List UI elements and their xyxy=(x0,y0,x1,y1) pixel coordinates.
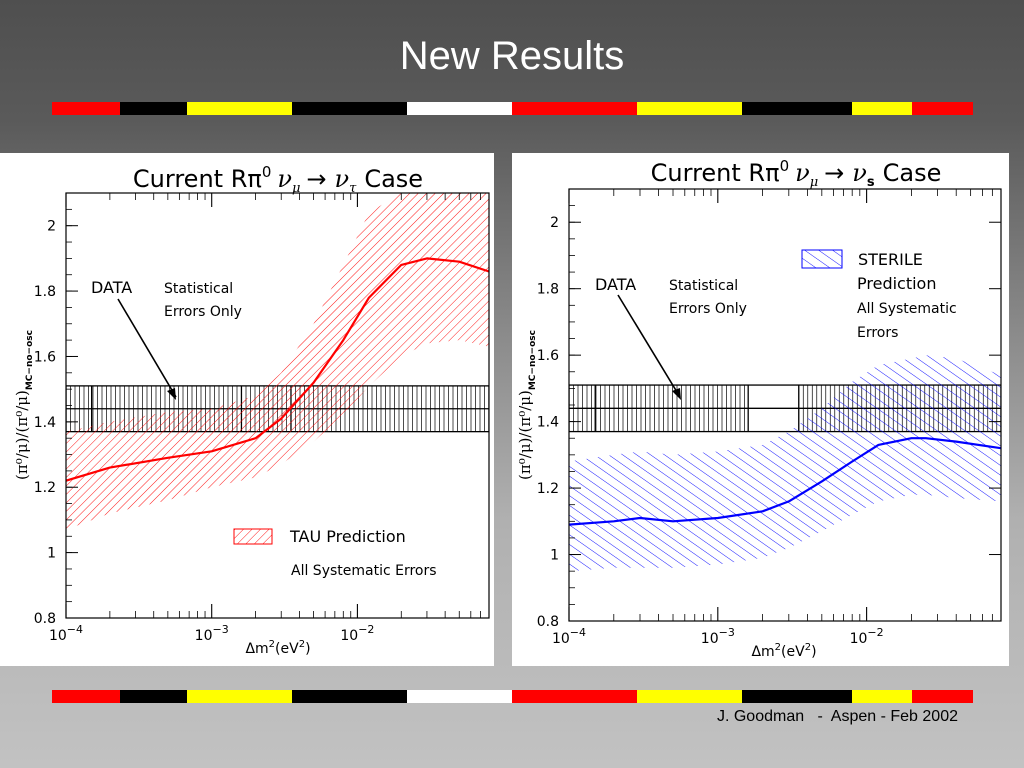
y-tick-label: 1.8 xyxy=(537,282,559,298)
data-arrowhead xyxy=(167,388,176,400)
x-tick-label: 10−2 xyxy=(850,626,884,647)
data-note-line-1: Statistical xyxy=(669,278,738,294)
y-tick-label: 1.2 xyxy=(34,480,56,496)
stripe-segment xyxy=(512,102,637,115)
chart-panel-sterile: Current Rπ0 νμ → νs Case 0.8 1 1.2 1.4 1.6 1.8 2 10… xyxy=(512,153,1009,666)
legend-note-line-2: Errors xyxy=(857,325,898,341)
legend-label-line-2: Prediction xyxy=(857,274,936,293)
stripe-segment xyxy=(742,102,852,115)
axes: 0.8 1 1.2 1.4 1.6 1.8 2 10−4 10−3 10−2 xyxy=(34,192,490,644)
footer-credit: J. Goodman - Aspen - Feb 2002 xyxy=(716,708,958,725)
y-tick-label: 1.4 xyxy=(537,415,559,431)
data-band-box xyxy=(569,384,1001,433)
stripe-segment xyxy=(187,690,292,703)
x-tick-label: 10−4 xyxy=(49,623,83,644)
prediction-band xyxy=(66,193,489,530)
legend-label-line-1: STERILE xyxy=(858,250,923,269)
x-axis-label: Δm2(eV2) xyxy=(751,642,816,660)
chart-title: Current Rπ0 νμ → νs Case xyxy=(651,157,942,190)
data-label: DATA xyxy=(595,275,636,294)
y-tick-label: 1.2 xyxy=(537,481,559,497)
tau-chart: Current Rπ0 νμ → ντ Case 0.8 1 1.2 1.4 1.6 1.8 2 10… xyxy=(13,163,490,657)
prediction-band xyxy=(569,355,1001,572)
data-label: DATA xyxy=(91,278,132,297)
y-tick-label: 1.4 xyxy=(34,415,56,431)
y-axis-label: (π⁰/μ)/(π⁰/μ)MC−no−osc xyxy=(516,330,538,480)
stripe-segment xyxy=(637,102,742,115)
stripe-segment xyxy=(637,690,742,703)
stripe-segment xyxy=(852,690,912,703)
sterile-chart: Current Rπ0 νμ → νs Case 0.8 1 1.2 1.4 1.6 1.8 2 10… xyxy=(516,157,1002,660)
y-tick-label: 2 xyxy=(550,215,559,231)
slide-title: New Results xyxy=(399,34,625,78)
data-arrow xyxy=(617,294,681,398)
data-note-line-2: Errors Only xyxy=(164,304,242,320)
x-axis-label: Δm2(eV2) xyxy=(245,639,310,657)
chart-panel-tau: Current Rπ0 νμ → ντ Case 0.8 1 1.2 1.4 1.6 1.8 2 10… xyxy=(0,153,494,666)
stripe-segment xyxy=(852,102,912,115)
x-tick-label: 10−3 xyxy=(701,626,735,647)
legend-label: TAU Prediction xyxy=(289,527,406,546)
legend-note-line-1: All Systematic xyxy=(857,301,957,317)
stripe-segment xyxy=(120,690,187,703)
chart-title: Current Rπ0 νμ → ντ Case xyxy=(133,163,423,196)
prediction-line xyxy=(569,437,1001,526)
x-tick-label: 10−3 xyxy=(195,623,229,644)
data-arrowhead xyxy=(672,388,681,400)
y-tick-label: 0.8 xyxy=(34,611,56,627)
y-tick-label: 1.6 xyxy=(537,348,559,364)
stripe-segment xyxy=(407,102,512,115)
stripe-segment xyxy=(292,690,407,703)
x-tick-label: 10−4 xyxy=(552,626,586,647)
data-note-line-1: Statistical xyxy=(164,281,233,297)
stripe-segment xyxy=(292,102,407,115)
legend-note: All Systematic Errors xyxy=(291,563,437,579)
plot-area xyxy=(569,355,1001,572)
legend-swatch xyxy=(801,249,843,269)
y-tick-label: 1 xyxy=(550,548,559,564)
decorative-stripe-top xyxy=(52,102,973,115)
legend-swatch xyxy=(233,528,273,545)
stripe-segment xyxy=(120,102,187,115)
axes: 0.8 1 1.2 1.4 1.6 1.8 2 10−4 10−3 10−2 xyxy=(537,188,1002,647)
plot-area xyxy=(66,193,489,530)
stripe-segment xyxy=(407,690,512,703)
data-note-line-2: Errors Only xyxy=(669,301,747,317)
prediction-line xyxy=(66,257,489,482)
stripe-segment xyxy=(912,102,973,115)
y-tick-label: 1.8 xyxy=(34,284,56,300)
stripe-segment xyxy=(742,690,852,703)
stripe-segment xyxy=(52,102,120,115)
y-tick-label: 1.6 xyxy=(34,349,56,365)
y-tick-label: 2 xyxy=(47,219,56,235)
stripe-segment xyxy=(912,690,973,703)
y-tick-label: 1 xyxy=(47,546,56,562)
data-arrow xyxy=(117,298,177,398)
y-tick-label: 0.8 xyxy=(537,614,559,630)
stripe-segment xyxy=(187,102,292,115)
stripe-segment xyxy=(512,690,637,703)
y-axis-label: (π⁰/μ)/(π⁰/μ)MC−no−osc xyxy=(13,330,35,480)
decorative-stripe-bottom xyxy=(52,690,973,703)
x-tick-label: 10−2 xyxy=(340,623,374,644)
stripe-segment xyxy=(52,690,120,703)
